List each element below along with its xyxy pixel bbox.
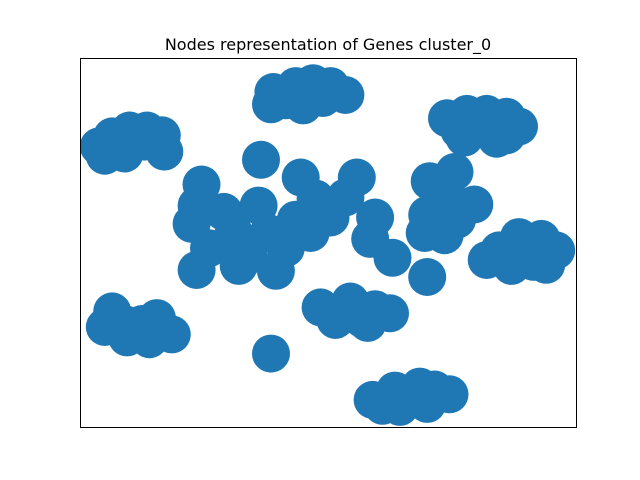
node-point — [435, 153, 474, 191]
node-point — [326, 178, 365, 217]
chart-title: Nodes representation of Genes cluster_0 — [165, 35, 491, 55]
node-point — [408, 258, 447, 296]
node-point — [252, 85, 290, 124]
node-point — [405, 214, 444, 252]
node-point — [242, 140, 280, 179]
node-point — [284, 86, 323, 125]
node-point — [85, 308, 124, 346]
plot-frame — [80, 58, 577, 428]
node-point — [477, 119, 516, 158]
node-point — [316, 301, 355, 339]
node-point — [85, 136, 124, 175]
node-point — [363, 386, 402, 425]
node-point — [252, 334, 290, 373]
node-point — [256, 251, 295, 290]
node-point — [291, 214, 330, 252]
node-layer — [80, 64, 576, 426]
node-point — [527, 245, 566, 284]
node-point — [177, 251, 216, 289]
node-point — [145, 132, 184, 171]
node-point — [219, 246, 258, 285]
node-point — [455, 185, 494, 224]
node-point — [445, 118, 484, 157]
node-point — [467, 241, 506, 279]
node-point — [373, 238, 412, 277]
node-point — [348, 303, 387, 342]
node-point — [177, 186, 216, 225]
